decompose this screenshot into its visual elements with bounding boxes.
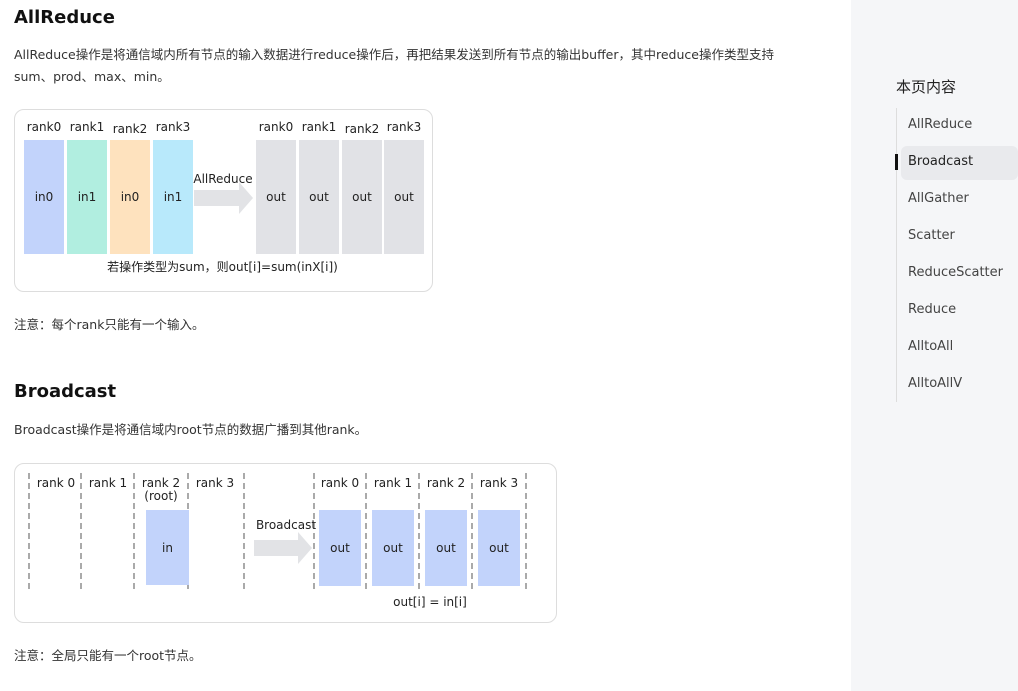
rank-label: rank0 [26,120,62,134]
toc-item-alltoallv[interactable]: AlltoAllV [908,376,963,391]
diagram-caption: out[i] = in[i] [393,595,467,609]
dashed-divider [471,473,473,589]
dashed-divider [243,473,245,589]
input-block: in1 [67,140,107,254]
toc-sidebar: 本页内容 [851,0,1018,691]
operation-label: Broadcast [255,518,317,532]
input-block: in [146,510,189,585]
rank-label: rank3 [386,120,422,134]
rank-label: rank2 [112,122,148,136]
toc-title: 本页内容 [896,78,957,96]
arrow-icon [254,532,312,564]
root-label: (root) [144,489,178,503]
rank-label: rank 3 [195,476,235,490]
dashed-divider [80,473,82,589]
rank-label: rank1 [69,120,105,134]
output-block: out [478,510,520,586]
allreduce-heading: AllReduce [14,7,115,28]
toc-item-allgather[interactable]: AllGather [908,191,969,206]
rank-label: rank 2 [141,476,181,490]
arrow-icon [194,182,253,214]
rank-label: rank2 [344,122,380,136]
output-block: out [299,140,339,254]
toc-rail [896,108,897,402]
input-block: in0 [24,140,64,254]
diagram-caption: 若操作类型为sum，则out[i]=sum(inX[i]) [107,260,338,274]
broadcast-heading: Broadcast [14,381,117,402]
allreduce-note: 注意：每个rank只能有一个输入。 [14,317,205,332]
rank-label: rank 1 [88,476,128,490]
toc-item-scatter[interactable]: Scatter [908,228,955,243]
toc-item-broadcast[interactable]: Broadcast [908,154,974,169]
broadcast-diagram: rank 0 rank 1 rank 2 rank 3 (root) in Broadcas… [14,463,557,623]
output-block: out [425,510,467,586]
allreduce-description: AllReduce操作是将通信域内所有节点的输入数据进行reduce操作后，再把… [14,47,774,84]
toc-active-highlight [901,146,1018,180]
rank-label: rank 0 [36,476,76,490]
output-block: out [319,510,361,586]
rank-label: rank1 [301,120,337,134]
output-block: out [342,140,382,254]
operation-label: AllReduce [193,172,253,186]
allreduce-diagram: rank0 in0 rank1 in1 rank2 in0 rank3 in1 AllReduc… [14,109,433,292]
toc-item-allreduce[interactable]: AllReduce [908,117,973,132]
dashed-divider [365,473,367,589]
toc-active-indicator [895,154,898,170]
dashed-divider [418,473,420,589]
output-block: out [372,510,414,586]
broadcast-note: 注意：全局只能有一个root节点。 [14,648,202,663]
rank-label: rank0 [258,120,294,134]
rank-label: rank3 [155,120,191,134]
rank-label: rank 3 [479,476,519,490]
output-block: out [384,140,424,254]
dashed-divider [313,473,315,589]
toc-item-alltoall[interactable]: AlltoAll [908,339,954,354]
rank-label: rank 0 [320,476,360,490]
dashed-divider [28,473,30,589]
rank-label: rank 2 [426,476,466,490]
rank-label: rank 1 [373,476,413,490]
input-block: in1 [153,140,193,254]
toc-item-reduce[interactable]: Reduce [908,302,957,317]
input-block: in0 [110,140,150,254]
dashed-divider [133,473,135,589]
dashed-divider [525,473,527,589]
broadcast-description: Broadcast操作是将通信域内root节点的数据广播到其他rank。 [14,422,368,437]
toc-item-reducescatter[interactable]: ReduceScatter [908,265,1003,280]
output-block: out [256,140,296,254]
